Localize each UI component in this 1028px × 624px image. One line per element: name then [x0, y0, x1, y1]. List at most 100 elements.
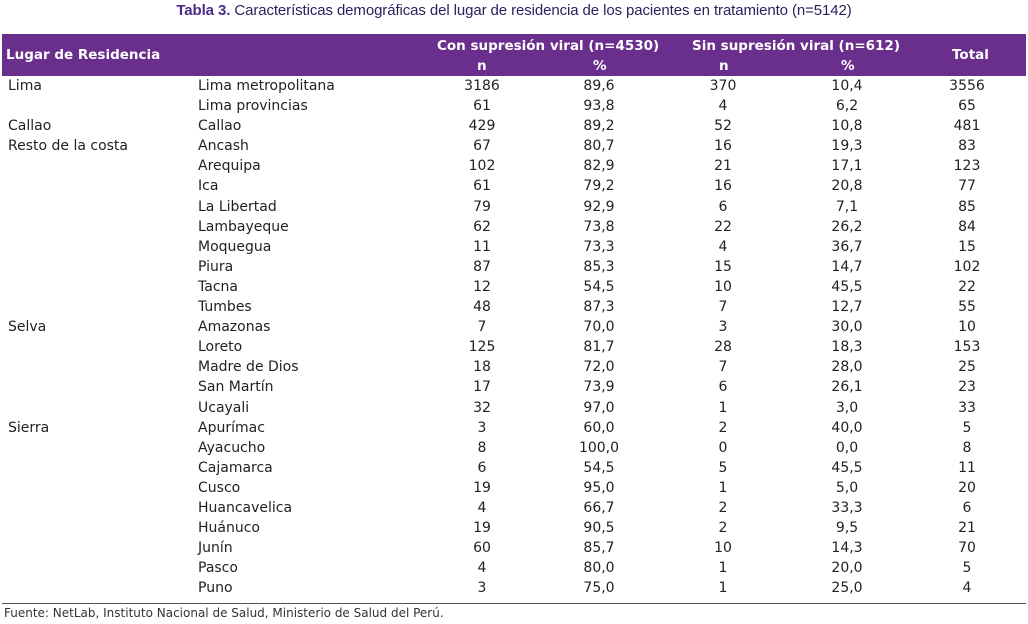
cell-pct-without: 20,8	[831, 178, 863, 195]
cell-pct-with: 54,5	[583, 278, 615, 295]
cell-region: Sierra	[8, 419, 50, 436]
cell-total: 15	[958, 238, 976, 255]
cell-place: Tumbes	[198, 299, 252, 316]
cell-total: 70	[958, 540, 976, 557]
cell-pct-without: 25,0	[831, 580, 863, 597]
cell-pct-with: 85,7	[583, 540, 615, 557]
header-group-without-suppression: Sin supresión viral (n=612)	[692, 38, 900, 54]
cell-total: 55	[958, 299, 976, 316]
cell-total: 8	[962, 439, 972, 456]
cell-place: Moquegua	[198, 238, 272, 255]
cell-n-without: 1	[718, 479, 728, 496]
cell-pct-without: 33,3	[831, 499, 863, 516]
cell-n-without: 7	[718, 299, 728, 316]
table-body: Lima Lima metropolitana 3186 89,6 370 10,4 355…	[2, 76, 1026, 598]
header-sub-p2: %	[841, 58, 855, 74]
cell-pct-without: 12,7	[831, 299, 863, 316]
cell-pct-with: 73,9	[583, 379, 615, 396]
cell-pct-with: 90,5	[583, 520, 615, 537]
table-header: Lugar de Residencia Con supresión viral …	[2, 34, 1026, 76]
cell-pct-with: 93,8	[583, 98, 615, 115]
cell-pct-without: 0,0	[835, 439, 859, 456]
cell-pct-without: 14,7	[831, 258, 863, 275]
cell-n-without: 6	[718, 379, 728, 396]
table-row: Lima provincias 61 93,8 4 6,2 65	[2, 96, 1026, 116]
cell-total: 5	[962, 419, 972, 436]
cell-place: Apurímac	[198, 419, 265, 436]
cell-pct-without: 20,0	[831, 560, 863, 577]
cell-pct-without: 26,1	[831, 379, 863, 396]
cell-n-with: 62	[473, 218, 491, 235]
cell-n-without: 21	[714, 158, 732, 175]
cell-place: Lima provincias	[198, 98, 308, 115]
cell-n-with: 102	[468, 158, 496, 175]
cell-region: Lima	[8, 78, 42, 94]
cell-n-without: 10	[714, 540, 732, 557]
header-group-with-suppression: Con supresión viral (n=4530)	[437, 38, 660, 54]
cell-pct-without: 45,5	[831, 459, 863, 476]
cell-n-without: 4	[718, 98, 728, 115]
cell-place: Lambayeque	[198, 218, 289, 235]
cell-pct-without: 6,2	[835, 98, 859, 115]
cell-n-without: 10	[714, 278, 732, 295]
cell-pct-with: 85,3	[583, 258, 615, 275]
cell-n-with: 19	[473, 520, 491, 537]
cell-place: Ancash	[198, 138, 249, 155]
table-label: Tabla 3.	[176, 2, 231, 19]
cell-pct-without: 18,3	[831, 339, 863, 356]
table-row: Tumbes 48 87,3 7 12,7 55	[2, 297, 1026, 317]
table-row: Loreto 125 81,7 28 18,3 153	[2, 337, 1026, 357]
cell-pct-without: 36,7	[831, 238, 863, 255]
cell-total: 4	[962, 580, 972, 597]
cell-pct-with: 89,6	[583, 78, 615, 94]
cell-pct-with: 82,9	[583, 158, 615, 175]
cell-region: Callao	[8, 118, 52, 135]
cell-pct-without: 3,0	[835, 399, 859, 416]
cell-n-without: 4	[718, 238, 728, 255]
cell-total: 102	[953, 258, 981, 275]
cell-pct-without: 28,0	[831, 359, 863, 376]
table-row: San Martín 17 73,9 6 26,1 23	[2, 377, 1026, 397]
cell-place: Cajamarca	[198, 459, 273, 476]
cell-total: 5	[962, 560, 972, 577]
cell-total: 11	[958, 459, 976, 476]
cell-place: Ica	[198, 178, 219, 195]
cell-place: Huancavelica	[198, 499, 293, 516]
table-bottom-rule	[2, 603, 1026, 604]
cell-place: Madre de Dios	[198, 359, 299, 376]
table-row: Resto de la costa Ancash 67 80,7 16 19,3 83	[2, 136, 1026, 156]
cell-total: 20	[958, 479, 976, 496]
cell-n-without: 2	[718, 499, 728, 516]
cell-n-with: 7	[477, 319, 487, 336]
table-row: Sierra Apurímac 3 60,0 2 40,0 5	[2, 418, 1026, 438]
cell-place: Puno	[198, 580, 233, 597]
cell-n-without: 6	[718, 198, 728, 215]
cell-place: Amazonas	[198, 319, 271, 336]
table-row: Ica 61 79,2 16 20,8 77	[2, 176, 1026, 196]
cell-pct-with: 70,0	[583, 319, 615, 336]
table-row: Piura 87 85,3 15 14,7 102	[2, 257, 1026, 277]
cell-n-with: 87	[473, 258, 491, 275]
cell-n-with: 11	[473, 238, 491, 255]
table-row: Tacna 12 54,5 10 45,5 22	[2, 277, 1026, 297]
cell-total: 481	[953, 118, 981, 135]
cell-total: 3556	[949, 78, 985, 94]
cell-n-with: 17	[473, 379, 491, 396]
cell-total: 83	[958, 138, 976, 155]
cell-pct-with: 79,2	[583, 178, 615, 195]
cell-n-without: 16	[714, 138, 732, 155]
cell-pct-without: 30,0	[831, 319, 863, 336]
cell-place: La Libertad	[198, 198, 277, 215]
cell-n-without: 370	[709, 78, 737, 94]
table-row: Lima Lima metropolitana 3186 89,6 370 10,4 355…	[2, 76, 1026, 96]
cell-place: Ayacucho	[198, 439, 266, 456]
cell-pct-without: 19,3	[831, 138, 863, 155]
table-row: Arequipa 102 82,9 21 17,1 123	[2, 156, 1026, 176]
cell-n-without: 1	[718, 560, 728, 577]
cell-n-without: 1	[718, 399, 728, 416]
cell-n-with: 19	[473, 479, 491, 496]
cell-place: Piura	[198, 258, 234, 275]
cell-n-without: 52	[714, 118, 732, 135]
table-row: Madre de Dios 18 72,0 7 28,0 25	[2, 357, 1026, 377]
cell-total: 6	[962, 499, 972, 516]
